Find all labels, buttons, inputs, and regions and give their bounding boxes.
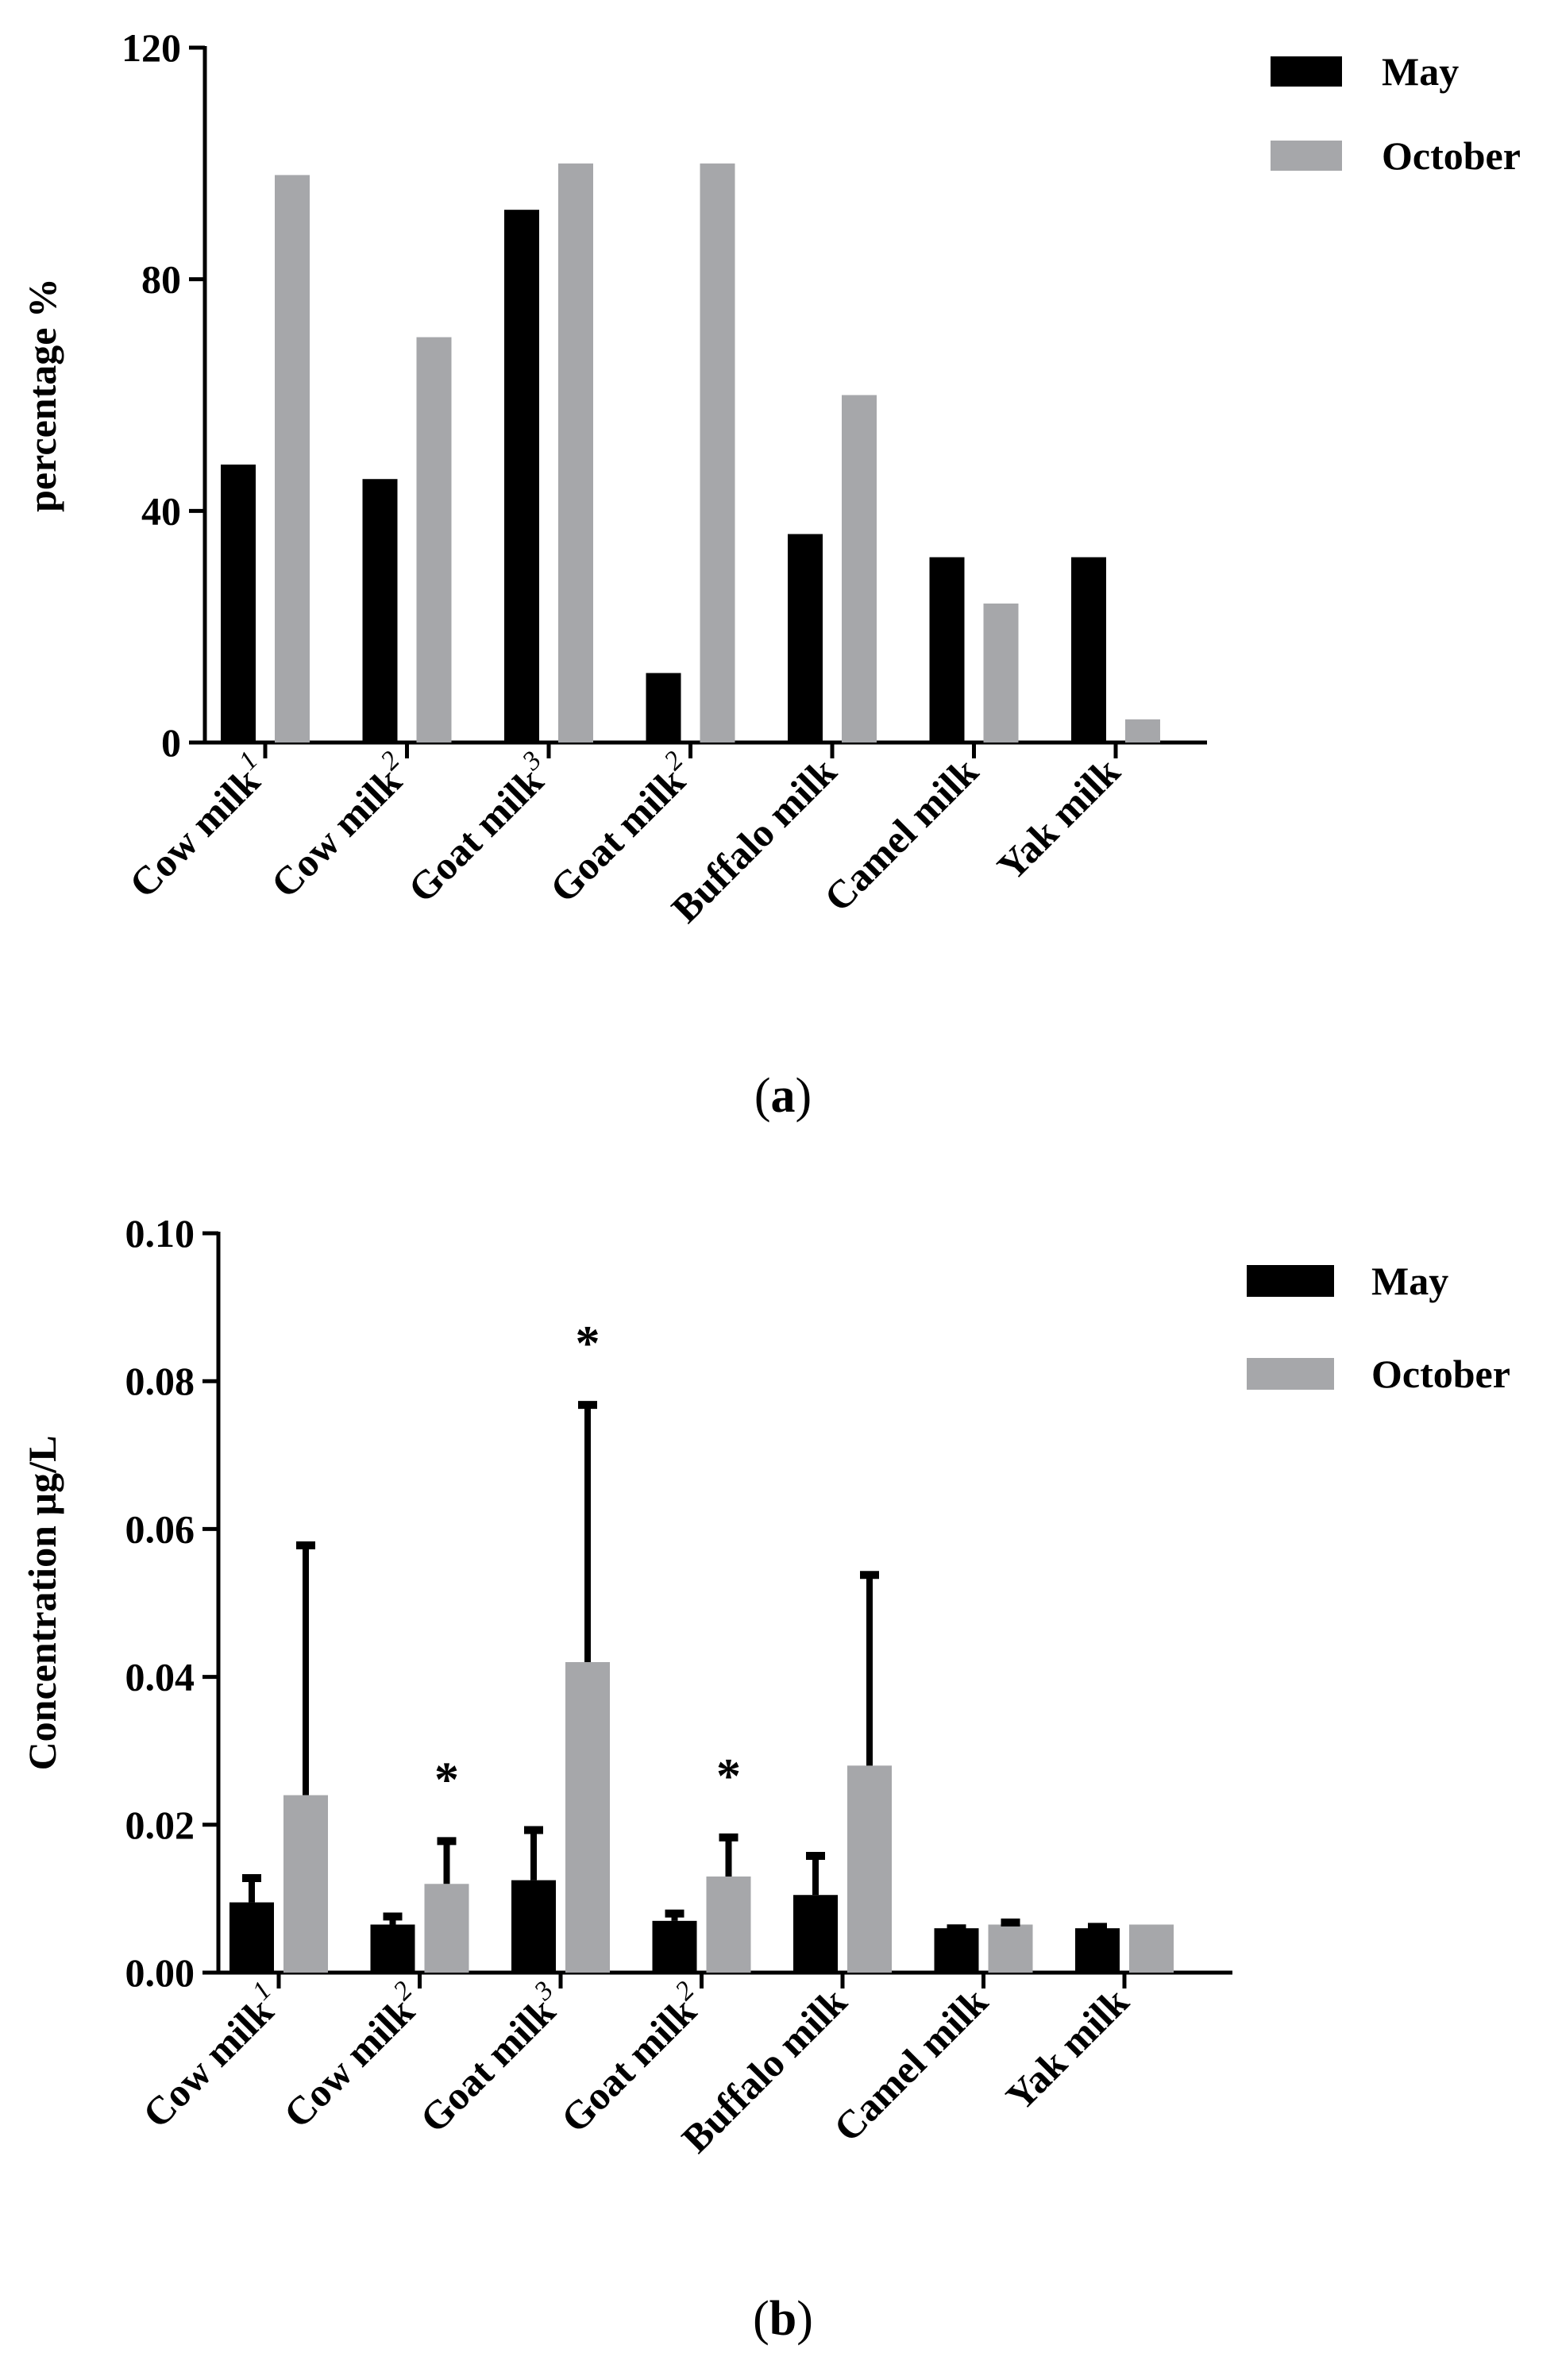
bar-october-5 <box>842 395 877 743</box>
x-tick-label: Cow milk1 <box>118 746 278 906</box>
bar-october-4 <box>706 1876 751 1973</box>
chart-panel-b: 0.00 0.02 0.04 0.06 0.08 0.10 Concentration µg… <box>20 1211 1510 2346</box>
panel-caption: (a) <box>754 1069 812 1123</box>
legend-label-october: October <box>1382 133 1521 178</box>
y-tick-label: 0.00 <box>125 1950 195 1995</box>
x-tick-label: Camel milk <box>816 749 987 920</box>
y-tick-label: 0.08 <box>125 1359 195 1403</box>
bar-may-1 <box>229 1902 274 1973</box>
legend-label-october: October <box>1371 1352 1510 1396</box>
y-tick-label: 0.06 <box>125 1506 195 1551</box>
bar-may-3 <box>504 210 539 743</box>
y-tick-label: 80 <box>141 257 181 302</box>
bar-october-6 <box>983 604 1019 743</box>
bar-may-3 <box>511 1880 556 1973</box>
bar-may-7 <box>1071 557 1106 743</box>
y-tick-label: 40 <box>141 488 181 533</box>
bar-october-1 <box>275 175 310 743</box>
legend-swatch-october <box>1271 141 1342 171</box>
x-tick-label: Cow milk1 <box>131 1976 291 2136</box>
legend-label-may: May <box>1382 49 1459 94</box>
bar-october-4 <box>700 163 735 743</box>
x-tick-label: Cow milk2 <box>272 1976 432 2136</box>
bar-october-7 <box>1129 1924 1174 1973</box>
x-tick-label: Camel milk <box>825 1979 997 2150</box>
x-tick-label: Goat milk3 <box>396 746 561 911</box>
x-tick-label: Buffalo milk <box>663 749 845 931</box>
y-tick-label: 0.10 <box>125 1211 195 1256</box>
bar-october-7 <box>1125 719 1160 743</box>
bar-may-6 <box>934 1928 979 1973</box>
significance-marker: * <box>576 1317 600 1371</box>
bar-october-3 <box>558 163 593 743</box>
y-tick-label: 120 <box>121 25 181 70</box>
x-tick-label: Cow milk2 <box>259 746 419 906</box>
legend-swatch-october <box>1247 1358 1334 1390</box>
y-axis-title: Concentration µg/L <box>20 1436 64 1771</box>
legend-swatch-may <box>1271 56 1342 87</box>
x-tick-label: Yak milk <box>989 749 1128 889</box>
bar-may-2 <box>362 479 398 743</box>
bar-may-1 <box>221 465 256 743</box>
bar-may-6 <box>929 557 965 743</box>
bar-october-1 <box>283 1795 328 1973</box>
y-axis-title: percentage % <box>20 278 64 512</box>
panel-caption: (b) <box>753 2292 813 2346</box>
x-tick-label: Buffalo milk <box>673 1979 855 2161</box>
y-tick-label: 0 <box>161 720 181 765</box>
x-tick-label: Goat milk3 <box>408 1976 573 2141</box>
legend-label-may: May <box>1371 1259 1448 1303</box>
bar-may-5 <box>788 534 823 743</box>
y-tick-label: 0.04 <box>125 1655 195 1699</box>
significance-marker: * <box>434 1753 459 1807</box>
legend-swatch-may <box>1247 1265 1334 1297</box>
bar-may-2 <box>370 1924 415 1973</box>
bar-october-2 <box>424 1884 469 1973</box>
bar-may-7 <box>1075 1928 1120 1973</box>
bar-october-3 <box>565 1661 610 1973</box>
x-tick-label: Yak milk <box>997 1979 1137 2119</box>
bar-may-4 <box>652 1920 697 1973</box>
bar-may-5 <box>793 1895 838 1973</box>
significance-marker: * <box>716 1749 741 1803</box>
bar-october-2 <box>416 337 452 743</box>
y-tick-label: 0.02 <box>125 1803 195 1847</box>
bar-may-4 <box>646 673 681 743</box>
bar-october-5 <box>847 1765 892 1973</box>
bar-october-6 <box>988 1924 1033 1973</box>
